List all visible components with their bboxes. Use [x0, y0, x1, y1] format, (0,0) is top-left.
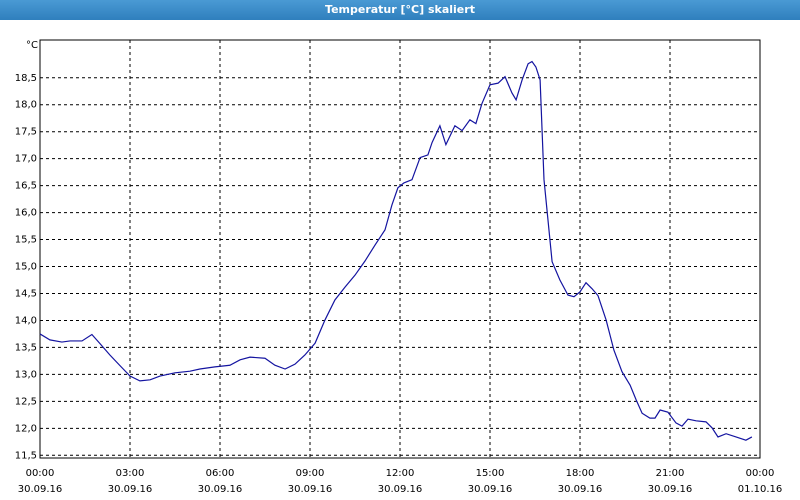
x-tick-label: 15:00 [476, 468, 505, 479]
y-tick-label: 14,5 [15, 288, 37, 299]
y-tick-label: 13,0 [15, 369, 37, 380]
x-tick-label: 12:00 [386, 468, 415, 479]
x-tick-date: 30.09.16 [468, 484, 513, 495]
y-tick-label: 16,5 [15, 181, 37, 192]
x-tick-label: 18:00 [566, 468, 595, 479]
x-tick-label: 21:00 [656, 468, 685, 479]
x-tick-date: 30.09.16 [378, 484, 423, 495]
x-tick-date: 01.10.16 [738, 484, 783, 495]
y-tick-label: 17,5 [15, 127, 37, 138]
x-tick-label: 00:00 [26, 468, 55, 479]
x-tick-label: 03:00 [116, 468, 145, 479]
title-bar: Temperatur [°C] skaliert [0, 0, 800, 20]
y-tick-label: 12,5 [15, 396, 37, 407]
x-tick-label: 09:00 [296, 468, 325, 479]
y-tick-label: 14,0 [15, 315, 37, 326]
y-tick-label: 11,5 [15, 450, 37, 461]
x-tick-date: 30.09.16 [648, 484, 693, 495]
data-line [39, 60, 753, 441]
y-tick-label: 17,0 [15, 154, 37, 165]
x-tick-date: 30.09.16 [198, 484, 243, 495]
x-tick-date: 30.09.16 [108, 484, 153, 495]
x-tick-label: 06:00 [206, 468, 235, 479]
y-tick-label: 18,5 [15, 73, 37, 84]
y-axis-label: °C [26, 40, 38, 51]
y-tick-label: 15,5 [15, 235, 37, 246]
x-tick-label: 00:00 [746, 468, 775, 479]
y-tick-label: 18,0 [15, 100, 37, 111]
y-tick-label: 15,0 [15, 262, 37, 273]
x-tick-date: 30.09.16 [18, 484, 63, 495]
y-tick-label: 13,5 [15, 342, 37, 353]
y-tick-label: 12,0 [15, 423, 37, 434]
chart: °C 11,5 12,0 12,5 13,0 13,5 14,0 14,5 15,0 15,5 1… [15, 39, 783, 495]
x-tick-date: 30.09.16 [558, 484, 603, 495]
x-tick-date: 30.09.16 [288, 484, 333, 495]
y-tick-label: 16,0 [15, 208, 37, 219]
